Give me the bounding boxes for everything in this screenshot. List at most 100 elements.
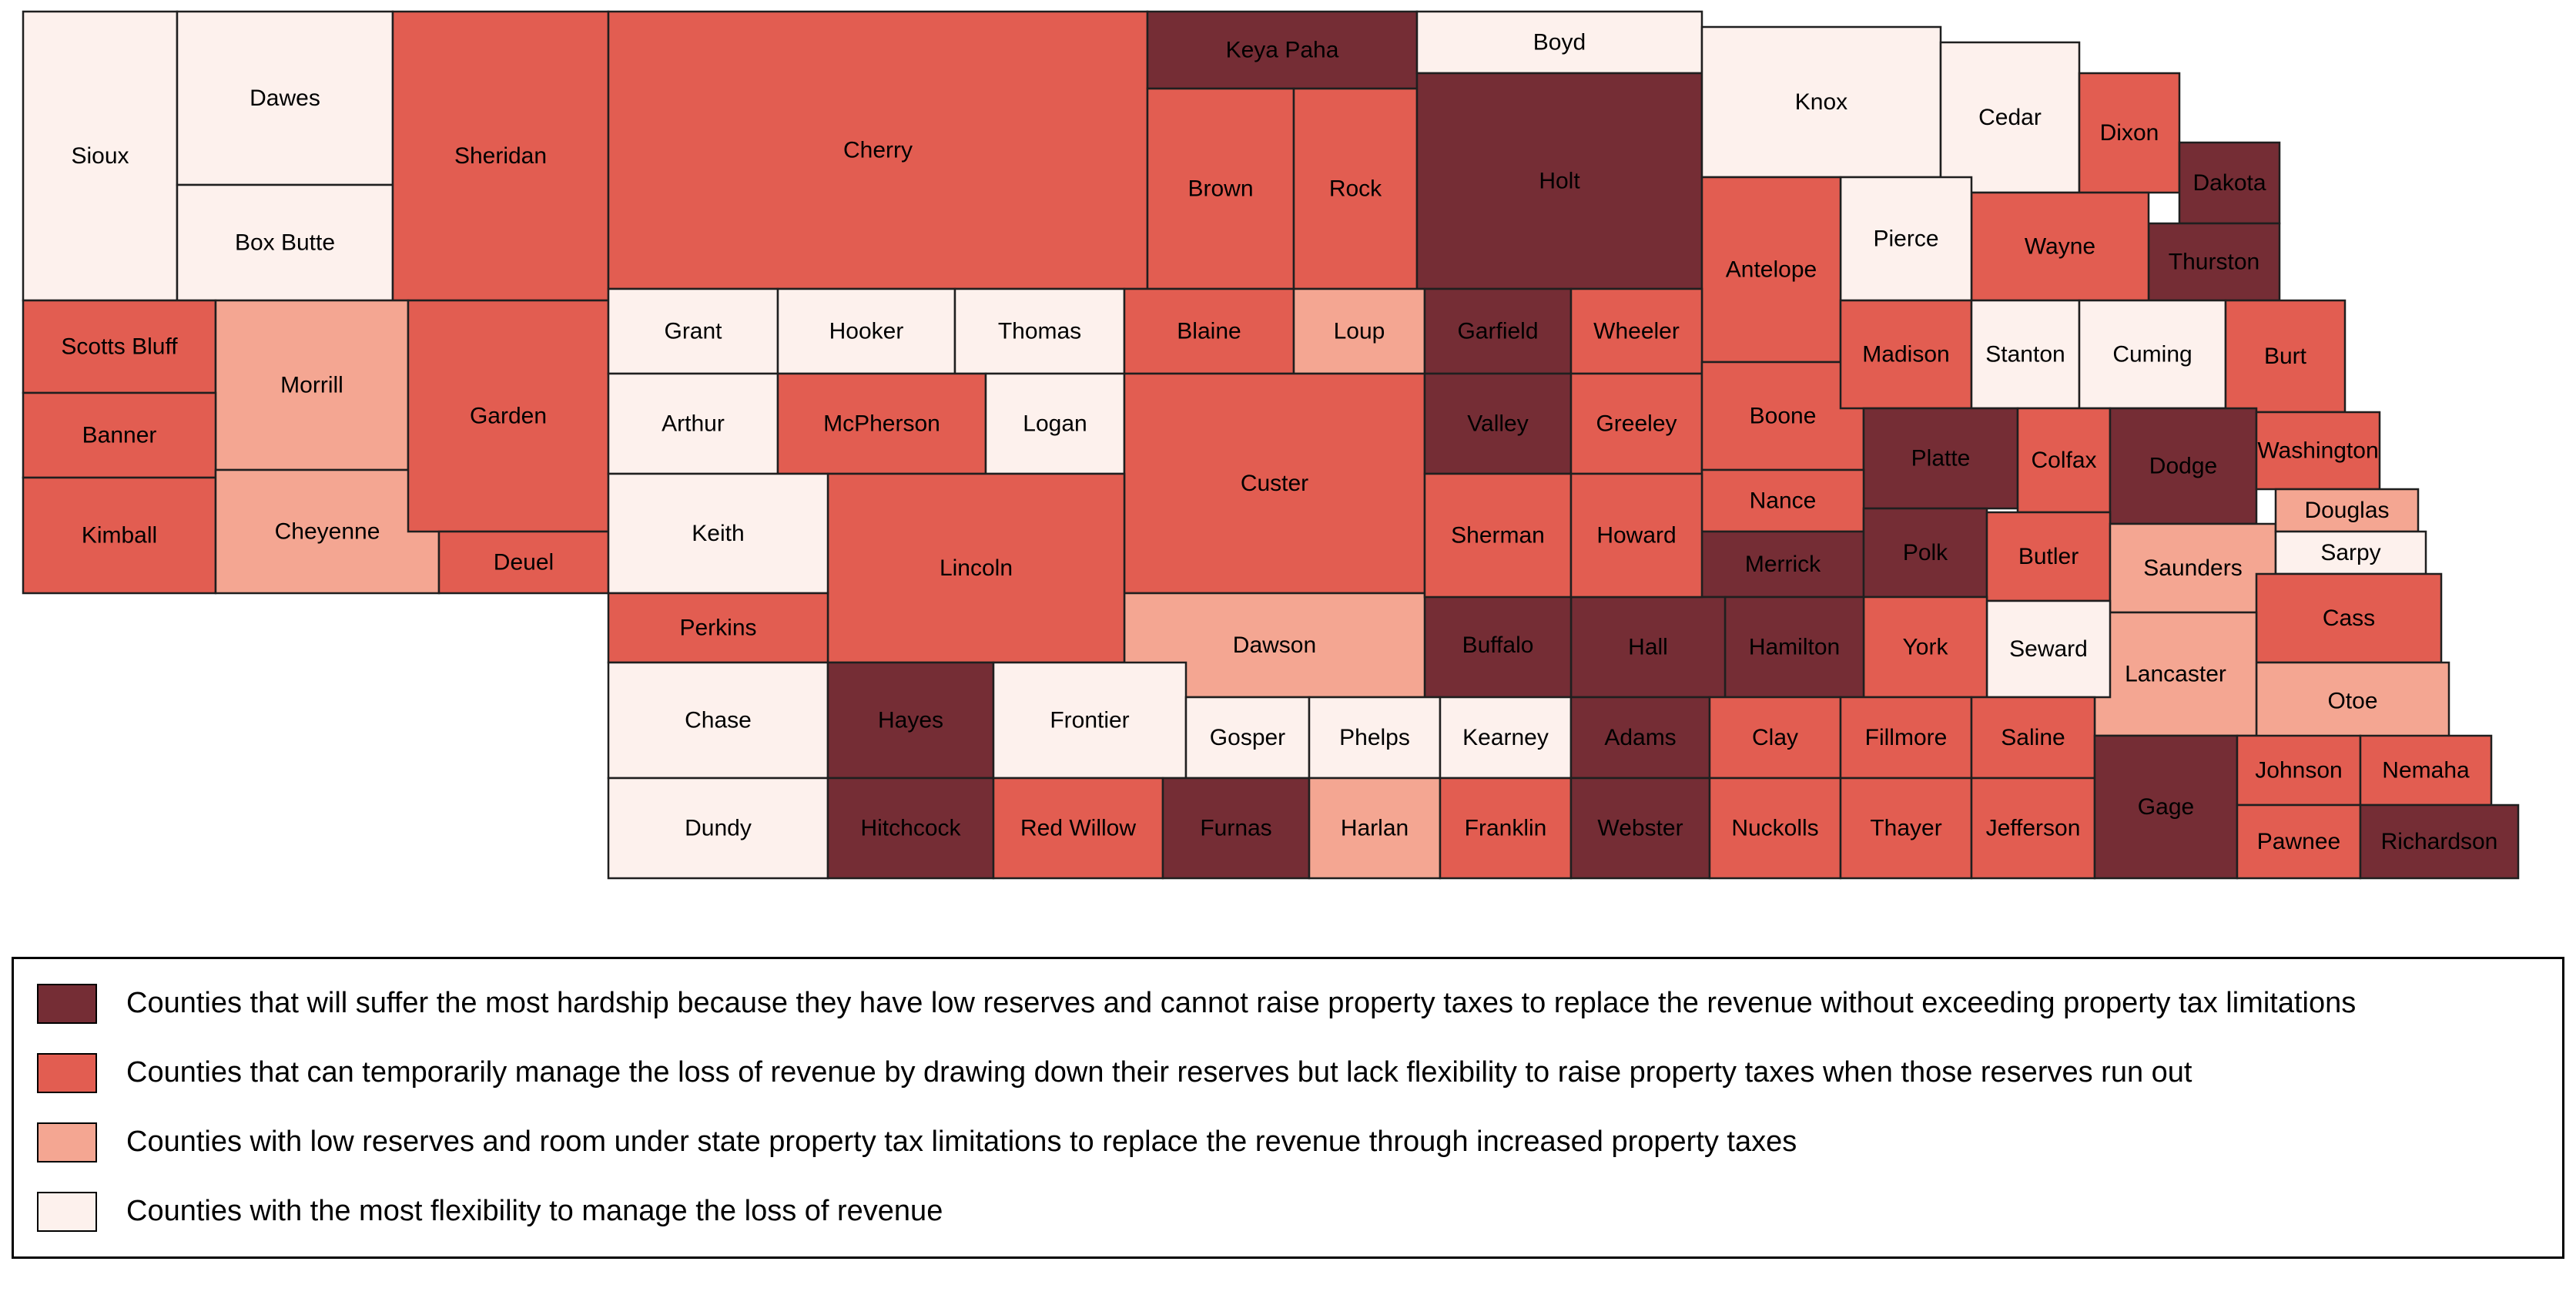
legend-box: Counties that will suffer the most hards… xyxy=(12,957,2564,1259)
county-rock: Rock xyxy=(1292,87,1419,290)
county-shape xyxy=(826,661,995,780)
county-clay: Clay xyxy=(1708,696,1842,780)
county-custer: Custer xyxy=(1123,372,1426,595)
legend-swatch-drawdown-reserves xyxy=(37,1053,97,1093)
county-johnson: Johnson xyxy=(2236,734,2362,807)
county-shape xyxy=(1569,696,1711,780)
county-boone: Boone xyxy=(1700,361,1865,471)
county-dundy: Dundy xyxy=(607,777,829,880)
county-burt: Burt xyxy=(2224,299,2347,414)
county-hall: Hall xyxy=(1569,595,1727,699)
legend-item-drawdown-reserves: Counties that can temporarily manage the… xyxy=(37,1053,2539,1093)
county-antelope: Antelope xyxy=(1700,176,1842,364)
county-shape xyxy=(1862,595,1988,699)
county-morrill: Morrill xyxy=(214,299,410,471)
county-banner: Banner xyxy=(22,391,217,479)
county-shape xyxy=(607,592,829,664)
county-shape xyxy=(607,472,829,595)
county-shape xyxy=(1970,191,2150,302)
county-shape xyxy=(2274,488,2420,533)
county-saline: Saline xyxy=(1970,696,2096,780)
county-shape xyxy=(2236,804,2362,880)
county-shape xyxy=(22,10,179,302)
county-lincoln: Lincoln xyxy=(826,472,1126,664)
county-shape xyxy=(1970,777,2096,880)
county-shape xyxy=(214,468,440,595)
county-wayne: Wayne xyxy=(1970,191,2150,302)
county-grant: Grant xyxy=(607,287,779,375)
county-shape xyxy=(2359,734,2493,807)
county-shape xyxy=(992,777,1164,880)
county-shape xyxy=(2274,530,2427,575)
county-shape xyxy=(407,299,610,533)
county-shape xyxy=(1292,287,1426,375)
county-cheyenne: Cheyenne xyxy=(214,468,440,595)
county-valley: Valley xyxy=(1423,372,1573,475)
county-shape xyxy=(22,391,217,479)
county-shape xyxy=(1423,372,1573,475)
county-sarpy: Sarpy xyxy=(2274,530,2427,575)
county-shape xyxy=(1839,299,1973,410)
county-shape xyxy=(1569,372,1703,475)
county-shape xyxy=(437,530,610,595)
county-knox: Knox xyxy=(1700,25,1942,179)
county-gosper: Gosper xyxy=(1184,696,1311,780)
county-shape xyxy=(826,777,995,880)
county-shape xyxy=(1839,176,1973,302)
county-richardson: Richardson xyxy=(2359,804,2520,880)
county-shape xyxy=(992,661,1188,780)
county-holt: Holt xyxy=(1415,72,1703,290)
county-shape xyxy=(1423,592,1573,699)
county-shape xyxy=(1161,777,1311,880)
county-shape xyxy=(1708,777,1842,880)
county-douglas: Douglas xyxy=(2274,488,2420,533)
county-dakota: Dakota xyxy=(2178,141,2281,225)
county-shape xyxy=(607,372,779,475)
county-shape xyxy=(1123,287,1295,375)
county-blaine: Blaine xyxy=(1123,287,1295,375)
county-shape xyxy=(1423,287,1573,375)
county-buffalo: Buffalo xyxy=(1423,592,1573,699)
county-chase: Chase xyxy=(607,661,829,780)
county-shape xyxy=(1308,777,1442,880)
county-shape xyxy=(607,777,829,880)
county-stanton: Stanton xyxy=(1970,299,2081,410)
county-nance: Nance xyxy=(1700,468,1865,533)
county-shape xyxy=(1569,777,1711,880)
legend-item-most-flexibility: Counties with the most flexibility to ma… xyxy=(37,1192,2539,1232)
county-shape xyxy=(176,183,394,302)
county-shape xyxy=(1723,595,1865,699)
legend-item-most-hardship: Counties that will suffer the most hards… xyxy=(37,984,2539,1024)
county-butler: Butler xyxy=(1985,511,2112,602)
county-shape xyxy=(1862,407,2019,510)
county-greeley: Greeley xyxy=(1569,372,1703,475)
county-shape xyxy=(2236,734,2362,807)
county-wheeler: Wheeler xyxy=(1569,287,1703,375)
county-shape xyxy=(1439,696,1573,780)
county-seward: Seward xyxy=(1985,599,2112,699)
county-shape xyxy=(1123,372,1426,595)
legend-label-most-flexibility: Counties with the most flexibility to ma… xyxy=(126,1195,943,1228)
county-otoe: Otoe xyxy=(2255,661,2450,741)
county-madison: Madison xyxy=(1839,299,1973,410)
county-shape xyxy=(1569,595,1727,699)
county-sioux: Sioux xyxy=(22,10,179,302)
county-red-willow: Red Willow xyxy=(992,777,1164,880)
county-shape xyxy=(1862,507,1988,599)
county-shape xyxy=(1292,87,1419,290)
county-shape xyxy=(1700,361,1865,471)
county-keith: Keith xyxy=(607,472,829,595)
county-shape xyxy=(214,299,410,471)
county-shape xyxy=(2224,299,2347,414)
county-saunders: Saunders xyxy=(2109,522,2277,614)
county-dodge: Dodge xyxy=(2109,407,2258,525)
county-merrick: Merrick xyxy=(1700,530,1865,599)
county-shape xyxy=(1839,696,1973,780)
county-shape xyxy=(1700,176,1842,364)
county-washington: Washington xyxy=(2255,411,2381,491)
county-shape xyxy=(1146,10,1419,90)
county-shape xyxy=(826,472,1126,664)
county-brown: Brown xyxy=(1146,87,1295,290)
county-shape xyxy=(1146,87,1295,290)
